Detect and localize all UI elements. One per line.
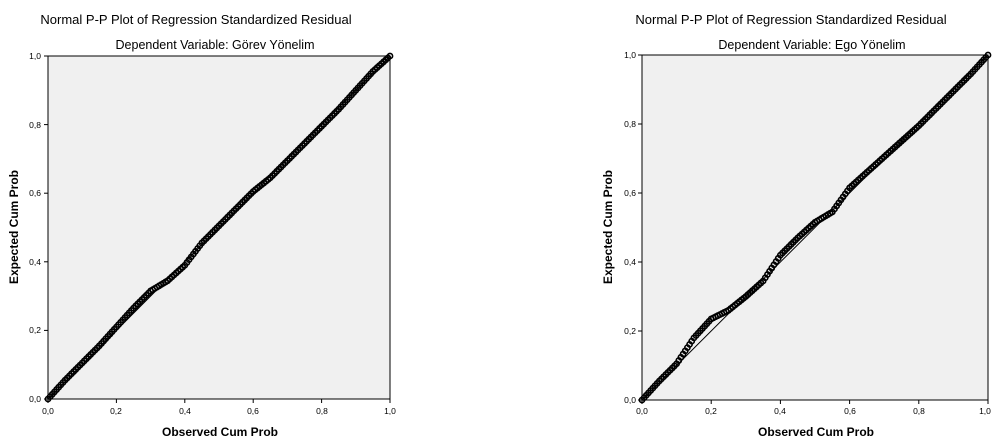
x-tick-label: 0,2 xyxy=(705,406,717,416)
y-axis-label: Expected Cum Prob xyxy=(7,170,21,284)
x-tick-label: 0,6 xyxy=(247,406,259,416)
y-tick-labels: 0,0 0,2 0,4 0,6 0,8 1,0 xyxy=(624,50,636,405)
chart-title: Normal P-P Plot of Regression Standardiz… xyxy=(40,12,351,27)
chart-subtitle: Dependent Variable: Görev Yönelim xyxy=(116,38,315,52)
chart-gorev-yonelim: Normal P-P Plot of Regression Standardiz… xyxy=(7,12,396,439)
x-tick-labels: 0,0 0,2 0,4 0,6 0,8 1,0 xyxy=(636,406,991,416)
x-tick-label: 0,0 xyxy=(42,406,54,416)
y-tick-label: 0,0 xyxy=(29,394,41,404)
x-tick-label: 0,4 xyxy=(179,406,191,416)
y-tick-label: 1,0 xyxy=(29,51,41,61)
y-tick-labels: 0,0 0,2 0,4 0,6 0,8 1,0 xyxy=(29,51,41,404)
y-tick-label: 0,8 xyxy=(624,119,636,129)
x-axis-label: Observed Cum Prob xyxy=(758,425,874,439)
x-tick-label: 0,4 xyxy=(774,406,786,416)
x-axis-label: Observed Cum Prob xyxy=(162,425,278,439)
x-tick-labels: 0,0 0,2 0,4 0,6 0,8 1,0 xyxy=(42,406,396,416)
y-tick-label: 1,0 xyxy=(624,50,636,60)
x-tick-label: 0,2 xyxy=(110,406,122,416)
y-tick-label: 0,6 xyxy=(624,188,636,198)
x-tick-label: 1,0 xyxy=(384,406,396,416)
y-tick-label: 0,4 xyxy=(29,257,41,267)
chart-ego-yonelim: Normal P-P Plot of Regression Standardiz… xyxy=(601,12,991,439)
y-tick-label: 0,8 xyxy=(29,120,41,130)
y-tick-label: 0,6 xyxy=(29,188,41,198)
x-tick-label: 0,8 xyxy=(913,406,925,416)
chart-subtitle: Dependent Variable: Ego Yönelim xyxy=(718,38,905,52)
y-tick-label: 0,4 xyxy=(624,257,636,267)
chart-title: Normal P-P Plot of Regression Standardiz… xyxy=(635,12,946,27)
y-tick-label: 0,0 xyxy=(624,395,636,405)
y-tick-label: 0,2 xyxy=(624,326,636,336)
x-tick-label: 0,8 xyxy=(316,406,328,416)
x-tick-label: 1,0 xyxy=(979,406,991,416)
x-tick-label: 0,6 xyxy=(844,406,856,416)
x-tick-label: 0,0 xyxy=(636,406,648,416)
y-tick-label: 0,2 xyxy=(29,325,41,335)
y-axis-label: Expected Cum Prob xyxy=(601,170,615,284)
